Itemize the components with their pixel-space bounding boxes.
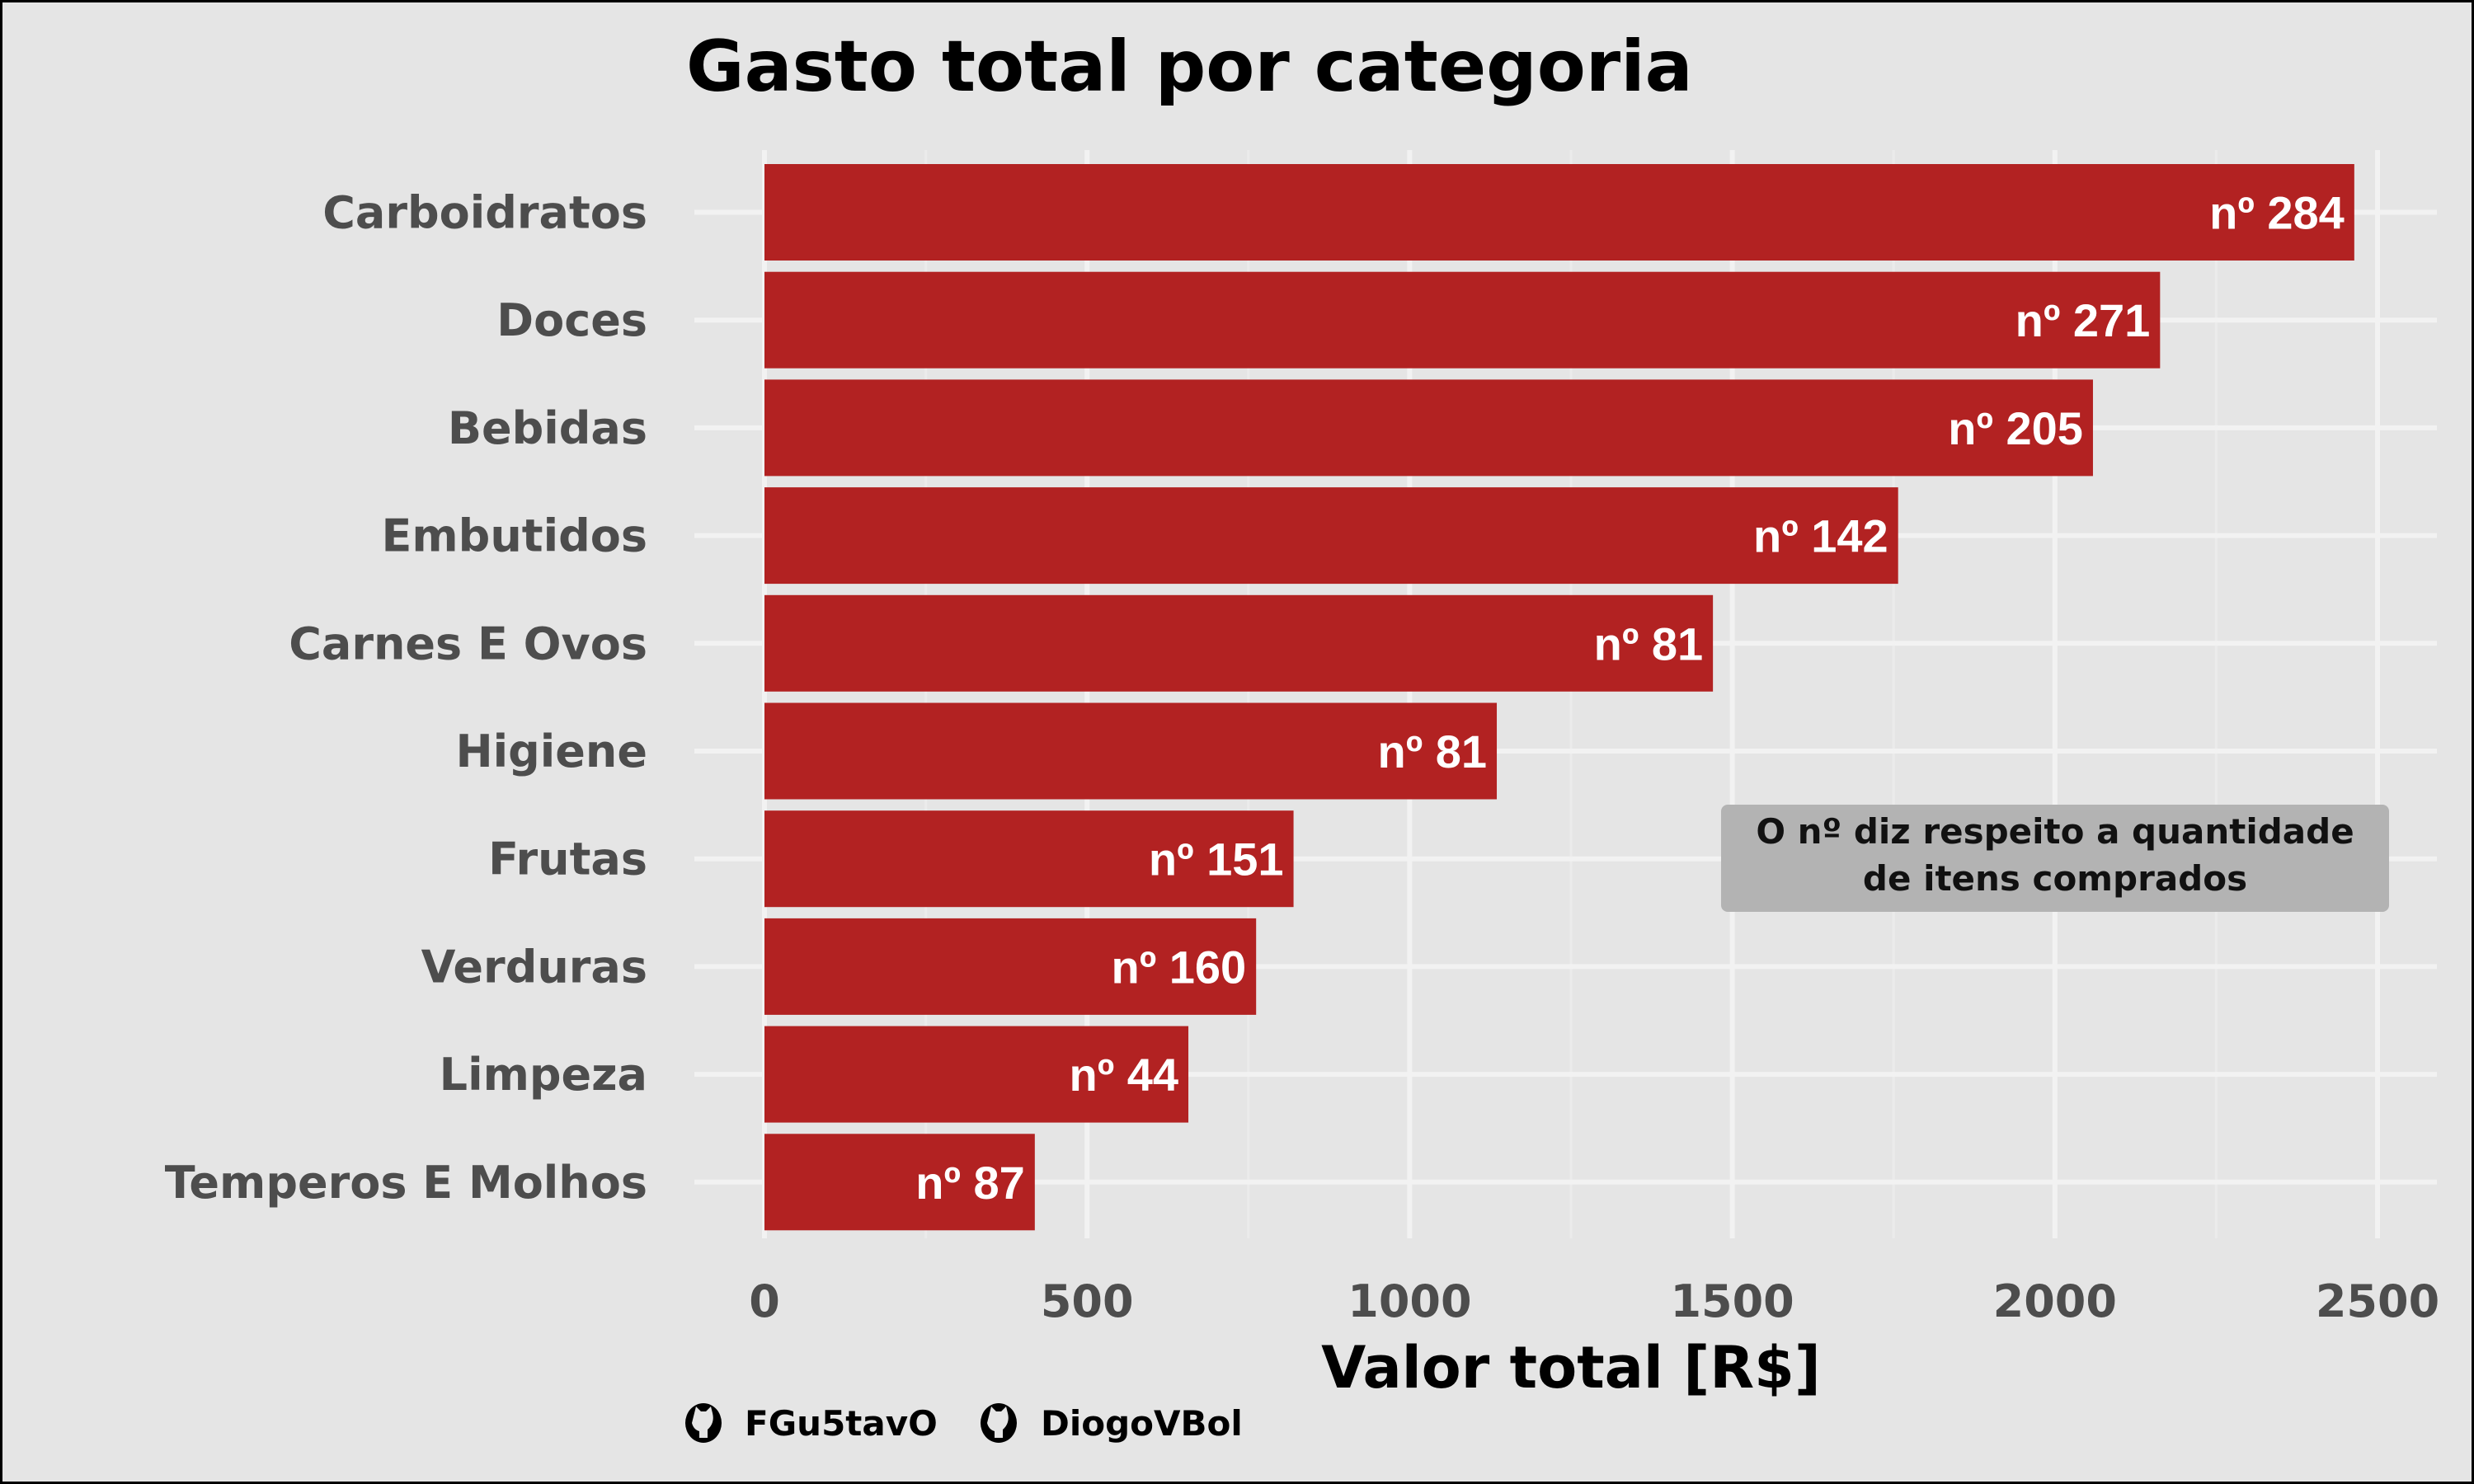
github-icon (685, 1403, 722, 1443)
x-axis-label: Valor total [R$] (1321, 1334, 1821, 1402)
bar (764, 594, 1714, 692)
category-labels: Carboidratos Doces Bebidas Embutidos Carnes … (165, 187, 647, 1209)
chart-title: Gasto total por categoria (686, 26, 1693, 108)
category-label: Higiene (455, 726, 647, 777)
x-tick-label: 500 (1041, 1275, 1134, 1327)
bars: nº 284 nº 271 nº 205 nº 142 nº 81 nº 81 nº 151… (764, 164, 2354, 1231)
x-tick-label: 1500 (1670, 1275, 1794, 1327)
category-label: Doces (496, 294, 647, 346)
bar-data-label: nº 44 (1070, 1049, 1179, 1101)
category-label: Limpeza (440, 1049, 647, 1101)
x-tick-label: 2000 (1993, 1275, 2117, 1327)
category-label: Temperos E Molhos (165, 1157, 647, 1209)
caption-user-1: FGu5tavO (745, 1403, 938, 1444)
category-label: Embutidos (382, 510, 647, 562)
annotation-line-2: de itens comprados (1863, 858, 2247, 899)
category-label: Bebidas (448, 402, 647, 454)
category-label: Frutas (488, 834, 647, 885)
x-tick-label: 0 (749, 1275, 780, 1327)
bar-data-label: nº 151 (1149, 834, 1284, 885)
bar (764, 379, 2093, 477)
caption-user-2: DiogoVBol (1041, 1403, 1243, 1444)
caption: FGu5tavO DiogoVBol (685, 1403, 1243, 1444)
annotation-box: O nº diz respeito a quantidade de itens … (1721, 805, 2389, 912)
github-icon (981, 1403, 1017, 1443)
bar-data-label: nº 284 (2209, 187, 2345, 239)
bar-data-label: nº 87 (915, 1157, 1025, 1209)
bar (764, 487, 1898, 585)
bar-data-label: nº 160 (1112, 941, 1247, 993)
bar (764, 1134, 1035, 1231)
x-tick-label: 2500 (2316, 1275, 2439, 1327)
x-tick-label: 1000 (1348, 1275, 1471, 1327)
annotation-background (1721, 805, 2389, 912)
bar (764, 810, 1294, 908)
bar-data-label: nº 81 (1594, 618, 1704, 669)
bar-data-label: nº 205 (1948, 402, 2083, 454)
bar (764, 1026, 1189, 1123)
category-label: Carboidratos (322, 187, 647, 239)
bar (764, 702, 1498, 800)
bar (764, 271, 2161, 369)
category-label: Verduras (421, 941, 647, 993)
bar-data-label: nº 271 (2015, 294, 2151, 346)
bar (764, 918, 1257, 1015)
bar (764, 164, 2354, 261)
category-label: Carnes E Ovos (289, 618, 647, 669)
annotation-line-1: O nº diz respeito a quantidade (1756, 811, 2354, 852)
x-tick-labels: 0 500 1000 1500 2000 2500 (749, 1275, 2439, 1327)
bar-data-label: nº 142 (1753, 510, 1888, 562)
bar-data-label: nº 81 (1378, 726, 1488, 777)
